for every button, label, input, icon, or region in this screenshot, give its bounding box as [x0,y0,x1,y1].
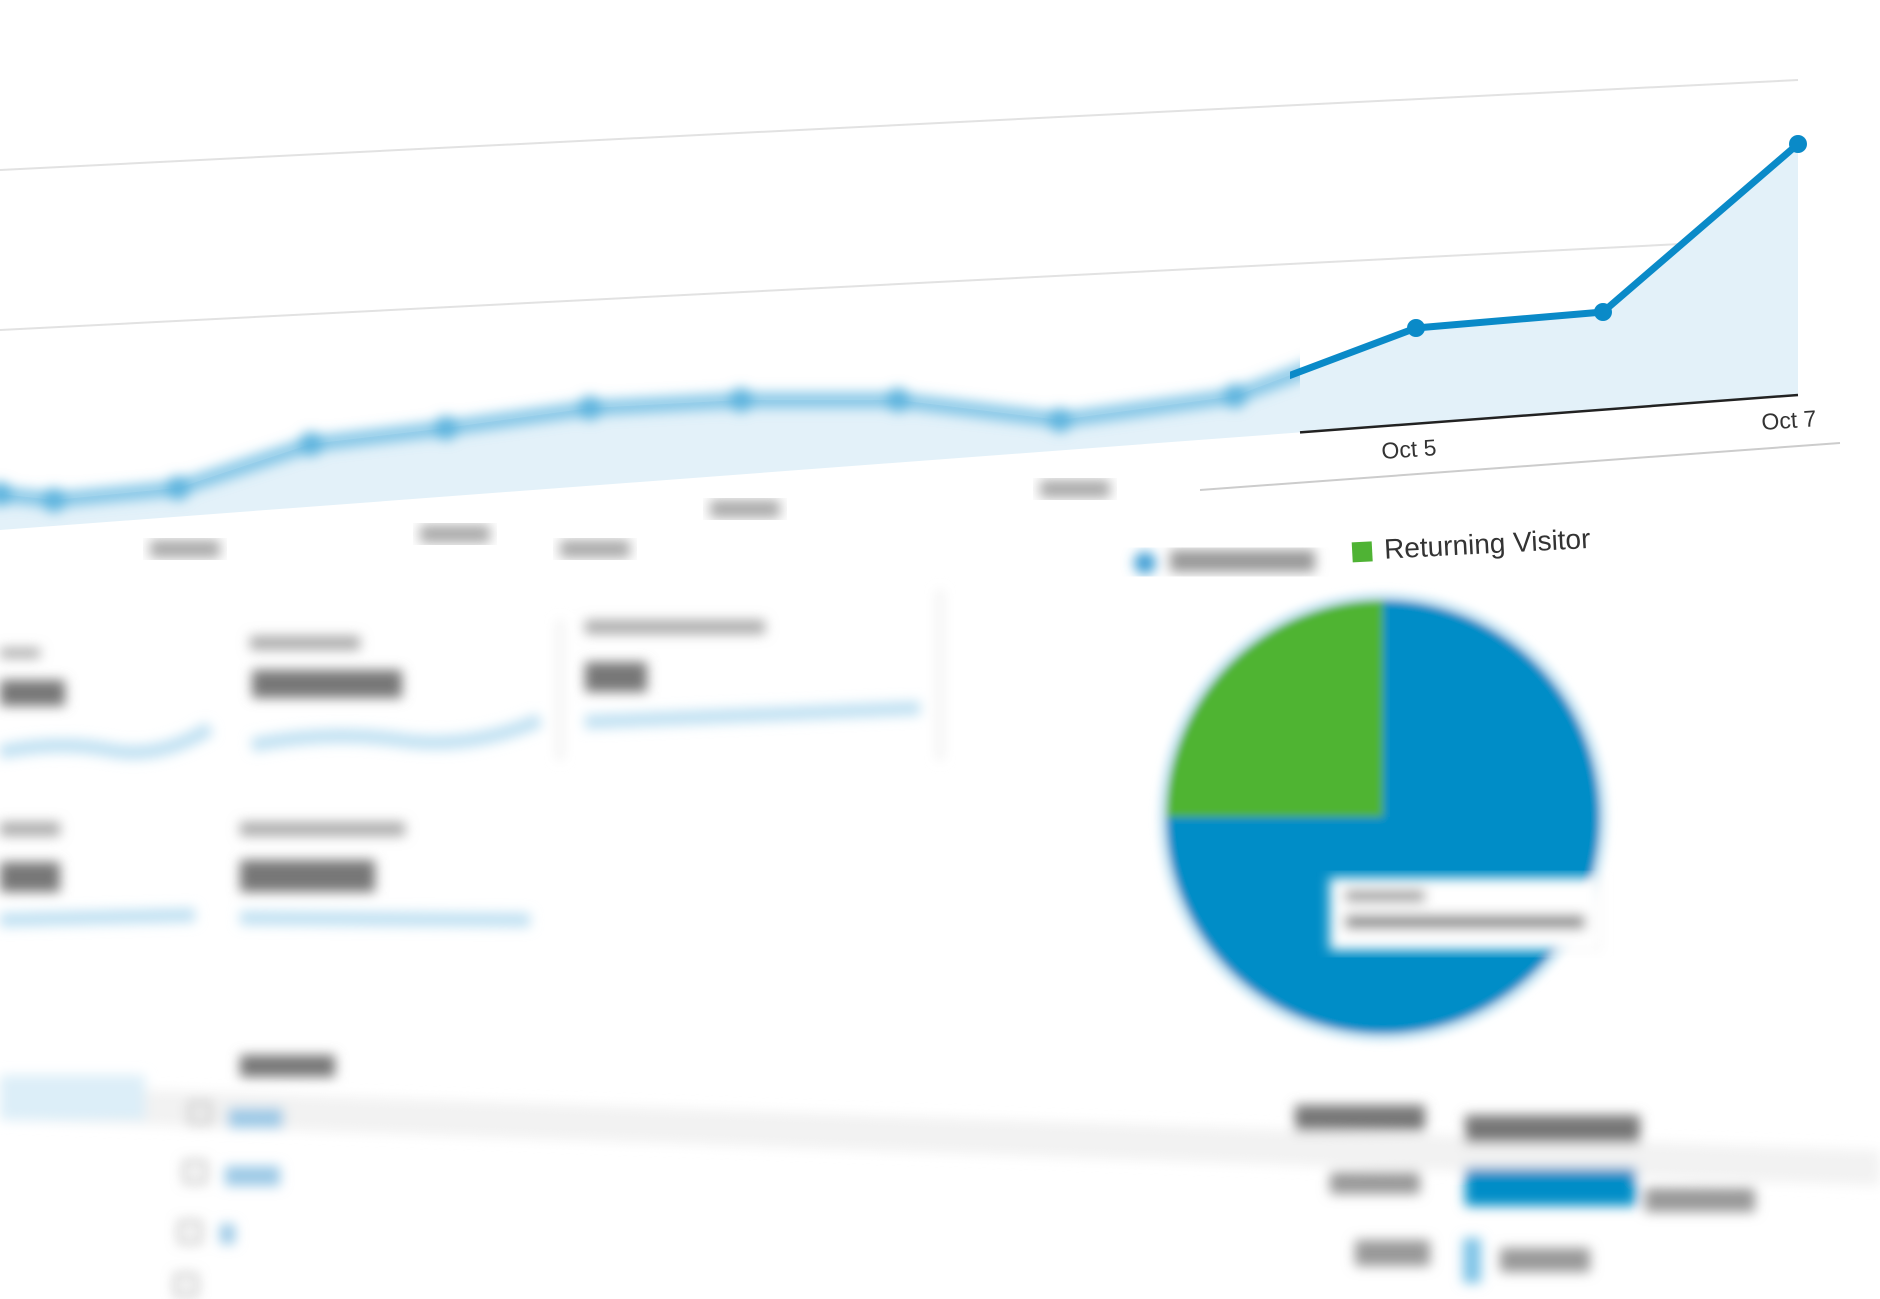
table-row [188,1101,1755,1212]
legend-item-returning-visitor: Returning Visitor [1351,523,1591,565]
data-point [42,488,66,512]
scorecard [584,620,921,729]
data-point [1789,135,1807,153]
gridline [0,79,1799,171]
line-sharp [1290,135,1807,380]
data-point [1407,319,1425,337]
x-tick-label [710,500,780,518]
sessions-share-bar [1463,1238,1481,1283]
data-point [578,396,602,420]
returning-visitor-swatch [1351,541,1373,563]
scorecard [250,636,543,752]
scorecard [0,648,214,760]
data-point [886,388,910,412]
table-row [178,1220,235,1244]
x-tick-label-oct-5: Oct 5 [1381,434,1438,464]
area-fill [0,144,1798,530]
gridline [0,237,1799,331]
table-column-header [1295,1105,1425,1131]
x-tick-label [150,540,220,558]
x-tick-label [1040,480,1110,498]
line-chart [0,135,1841,558]
data-point [1048,408,1072,432]
legend-label-returning-visitor: Returning Visitor [1383,523,1591,565]
data-point [166,476,190,500]
data-point [434,416,458,440]
pie-slice [1166,600,1383,817]
metric-scorecards [0,590,943,927]
data-point [0,482,12,506]
pie-legend: Returning Visitor [1134,523,1591,574]
table-column-header [240,1055,335,1077]
line-blurred [0,363,1300,512]
pie-tooltip [1329,877,1601,951]
x-axis-line [1299,393,1799,434]
data-table [0,1055,1880,1297]
data-point [729,388,753,412]
x-tick-label-oct-7: Oct 7 [1761,405,1818,435]
data-point [1594,303,1612,321]
x-axis-labels: Oct 5 Oct 7 [1381,405,1818,464]
x-tick-label [420,525,490,543]
data-point [299,432,323,456]
scorecard [0,822,196,927]
scorecard [239,822,531,927]
table-row [174,1273,198,1297]
axis-underline [1199,442,1841,491]
pie-chart [1158,592,1608,1042]
table-column-header [1465,1115,1640,1143]
sessions-share-bar [1465,1168,1636,1206]
x-tick-label [560,540,630,558]
chart-gridlines [0,79,1799,331]
table-row [183,1160,1590,1283]
data-point [1223,384,1247,408]
legend-item-new-visitor [1134,550,1315,574]
